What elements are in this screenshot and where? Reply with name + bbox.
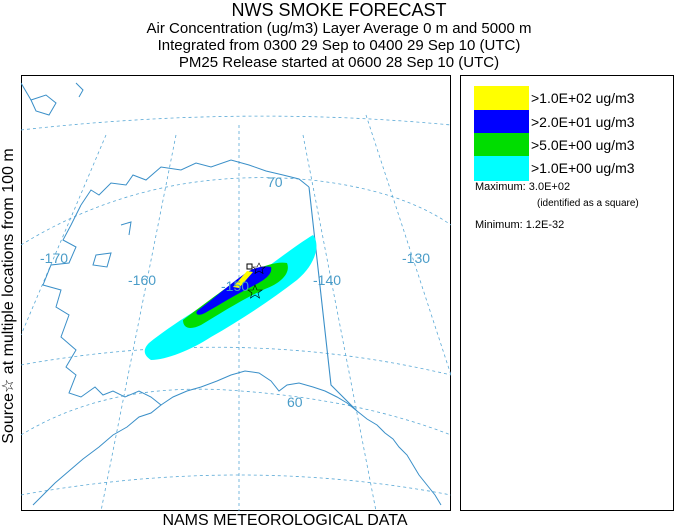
- legend-swatch: [474, 156, 529, 181]
- parallel-line: [21, 346, 451, 376]
- legend-item-label: >1.0E+02 ug/m3: [531, 90, 635, 106]
- coastline-island: [30, 82, 84, 116]
- lat-label: 70: [267, 174, 283, 190]
- legend-swatch: [474, 133, 529, 158]
- source-star: [247, 284, 263, 299]
- meridian-line: [302, 134, 377, 511]
- coastline-lake: [92, 221, 132, 268]
- plume-contour-2e1: [196, 266, 272, 315]
- meridian-line: [21, 134, 107, 336]
- parallel-line: [21, 177, 451, 246]
- maximum-square-marker: [246, 263, 253, 270]
- source-markers: [247, 262, 266, 299]
- coastline-panhandle: [356, 410, 442, 506]
- coastline-south: [160, 370, 358, 412]
- lon-label: -140: [313, 272, 341, 288]
- lat-label: 60: [287, 394, 303, 410]
- forecast-title: NWS SMOKE FORECAST: [231, 0, 447, 20]
- parallel-line: [21, 115, 451, 131]
- parallel-line: [21, 388, 451, 436]
- source-star: [252, 262, 266, 275]
- concentration-subtitle: Air Concentration (ug/m3) Layer Average …: [146, 20, 532, 37]
- maximum-value: Maximum: 3.0E+02: [475, 181, 571, 193]
- lon-label: -170: [40, 250, 68, 266]
- lon-label: -160: [128, 272, 156, 288]
- coastline-west: [32, 204, 162, 506]
- release-start: PM25 Release started at 0600 28 Sep 10 (…: [178, 54, 500, 71]
- border-line: [308, 186, 358, 412]
- border-line: [21, 82, 32, 101]
- maximum-note: (identified as a square): [537, 198, 639, 209]
- parallel-line: [21, 474, 451, 496]
- legend-item-label: >1.0E+00 ug/m3: [531, 160, 635, 176]
- smoke-map: -170 -160 -150 -140 -130 70 60: [21, 75, 451, 511]
- legend-item-label: >5.0E+00 ug/m3: [531, 137, 635, 153]
- lon-label: -150: [221, 278, 249, 294]
- source-label: Source☆ at multiple locations from 100 m: [0, 148, 17, 444]
- legend-panel: >1.0E+02 ug/m3 >2.0E+01 ug/m3 >5.0E+00 u…: [460, 75, 674, 511]
- meridian-line: [100, 134, 177, 511]
- minimum-value: Minimum: 1.2E-32: [475, 219, 565, 231]
- lon-label: -130: [402, 250, 430, 266]
- legend-swatch: [474, 110, 529, 135]
- data-source-footer: NAMS METEOROLOGICAL DATA: [162, 512, 408, 529]
- coastline-north: [80, 159, 310, 206]
- integration-period: Integrated from 0300 29 Sep to 0400 29 S…: [157, 37, 521, 54]
- plume-contour-1e2: [233, 271, 253, 288]
- coastline: [30, 82, 442, 506]
- legend-item-label: >2.0E+01 ug/m3: [531, 114, 635, 130]
- legend-swatch: [474, 86, 529, 111]
